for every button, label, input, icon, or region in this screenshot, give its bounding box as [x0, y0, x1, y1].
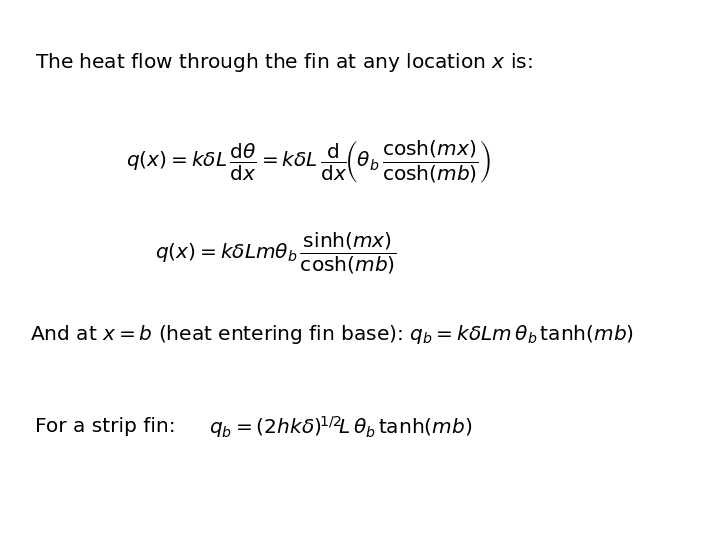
Text: The heat flow through the fin at any location $x$ is:: The heat flow through the fin at any loc…	[35, 51, 532, 73]
Text: $q(x)= k\delta L\,\dfrac{\mathrm{d}\theta}{\mathrm{d}x} = k\delta L\,\dfrac{\mat: $q(x)= k\delta L\,\dfrac{\mathrm{d}\thet…	[126, 139, 491, 185]
Text: $q_b = \left(2hk\delta\right)^{\!1/2}\! L\,\theta_b\,\tanh(mb)$: $q_b = \left(2hk\delta\right)^{\!1/2}\! …	[209, 414, 472, 440]
Text: $q(x)= k\delta Lm\theta_b\,\dfrac{\sinh(mx)}{\cosh(mb)}$: $q(x)= k\delta Lm\theta_b\,\dfrac{\sinh(…	[155, 231, 397, 276]
Text: For a strip fin:: For a strip fin:	[35, 417, 175, 436]
Text: And at $x{=}b$ (heat entering fin base): $q_b = k\delta Lm\,\theta_b\,\tanh(mb)$: And at $x{=}b$ (heat entering fin base):…	[30, 323, 634, 346]
